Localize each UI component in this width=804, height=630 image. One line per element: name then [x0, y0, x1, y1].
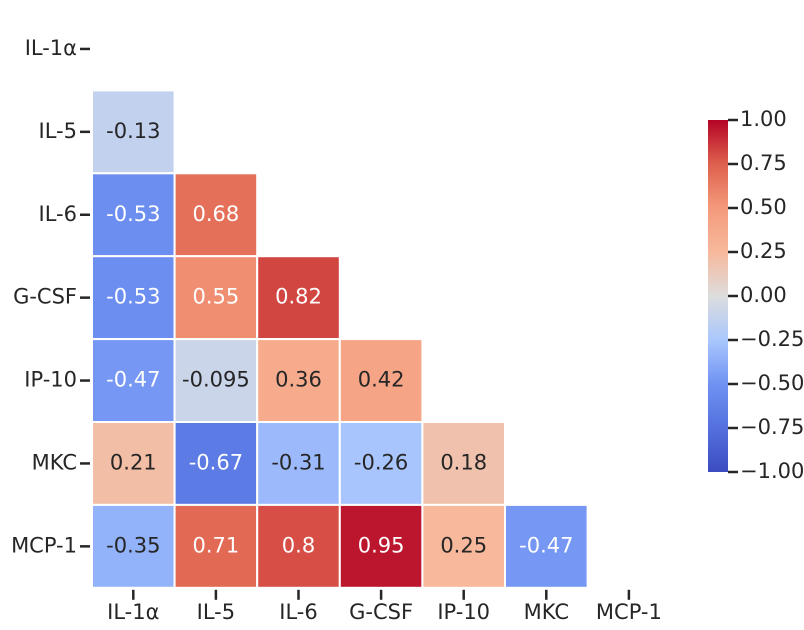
- heatmap-cell: [173, 503, 259, 589]
- cell-label: 0.36: [275, 368, 322, 392]
- cell-label: 0.55: [193, 285, 240, 309]
- heatmap-cell: [91, 89, 176, 175]
- x-tick-label: IL-5: [197, 600, 235, 624]
- cell-label: -0.095: [182, 368, 250, 392]
- colorbar-tick-label: 0.25: [740, 239, 787, 263]
- x-tick-label: IP-10: [437, 600, 490, 624]
- y-tick-label: IP-10: [24, 368, 77, 392]
- cell-label: 0.21: [110, 450, 157, 474]
- x-tick-label: G-CSF: [349, 600, 413, 624]
- y-tick-label: IL-1α: [25, 36, 77, 60]
- y-tick-label: IL-5: [39, 119, 77, 143]
- cell-label: -0.67: [189, 450, 243, 474]
- cell-label: 0.25: [440, 533, 487, 557]
- cell-label: 0.18: [440, 450, 487, 474]
- cell-label: 0.68: [193, 202, 240, 226]
- colorbar-tick-label: −0.50: [740, 371, 804, 395]
- heatmap-cell: [338, 338, 424, 424]
- cell-label: -0.13: [106, 119, 160, 143]
- colorbar-tick-label: 0.50: [740, 195, 787, 219]
- heatmap-cell: [173, 338, 259, 424]
- cell-label: 0.82: [275, 285, 322, 309]
- cell-label: 0.95: [358, 533, 405, 557]
- cell-label: -0.53: [106, 202, 160, 226]
- cell-label: -0.53: [106, 285, 160, 309]
- colorbar-tick-label: 0.75: [740, 151, 787, 175]
- x-tick-label: MKC: [524, 600, 569, 624]
- cell-label: -0.35: [106, 533, 160, 557]
- colorbar-tick-label: −1.00: [740, 459, 804, 483]
- heatmap-cell: [338, 421, 424, 506]
- x-tick-label: MCP-1: [596, 600, 662, 624]
- heatmap-cell: [173, 421, 259, 506]
- y-tick-label: MCP-1: [11, 533, 77, 557]
- colorbar-tick-label: −0.75: [740, 415, 804, 439]
- cell-label: 0.42: [358, 368, 405, 392]
- colorbar-tick-label: −0.25: [740, 327, 804, 351]
- y-tick-label: IL-6: [39, 202, 77, 226]
- heatmap-cell: [91, 172, 176, 258]
- cell-label: -0.31: [271, 450, 325, 474]
- colorbar-tick-label: 0.00: [740, 283, 787, 307]
- heatmap-cell: [421, 503, 506, 589]
- y-tick-label: G-CSF: [13, 285, 77, 309]
- heatmap-cell: [256, 255, 341, 341]
- colorbar-tick-label: 1.00: [740, 107, 787, 131]
- cell-label: 0.8: [282, 533, 315, 557]
- heatmap-cell: [504, 503, 589, 589]
- colorbar: [708, 120, 728, 472]
- heatmap-cell: [338, 503, 424, 589]
- cell-label: -0.47: [519, 533, 573, 557]
- y-tick-label: MKC: [32, 450, 77, 474]
- cell-label: 0.71: [193, 533, 240, 557]
- x-tick-label: IL-6: [279, 600, 317, 624]
- heatmap-cell: [91, 503, 176, 589]
- cell-label: -0.26: [354, 450, 408, 474]
- x-tick-label: IL-1α: [107, 600, 159, 624]
- cell-label: -0.47: [106, 368, 160, 392]
- heatmap-cell: [256, 503, 341, 589]
